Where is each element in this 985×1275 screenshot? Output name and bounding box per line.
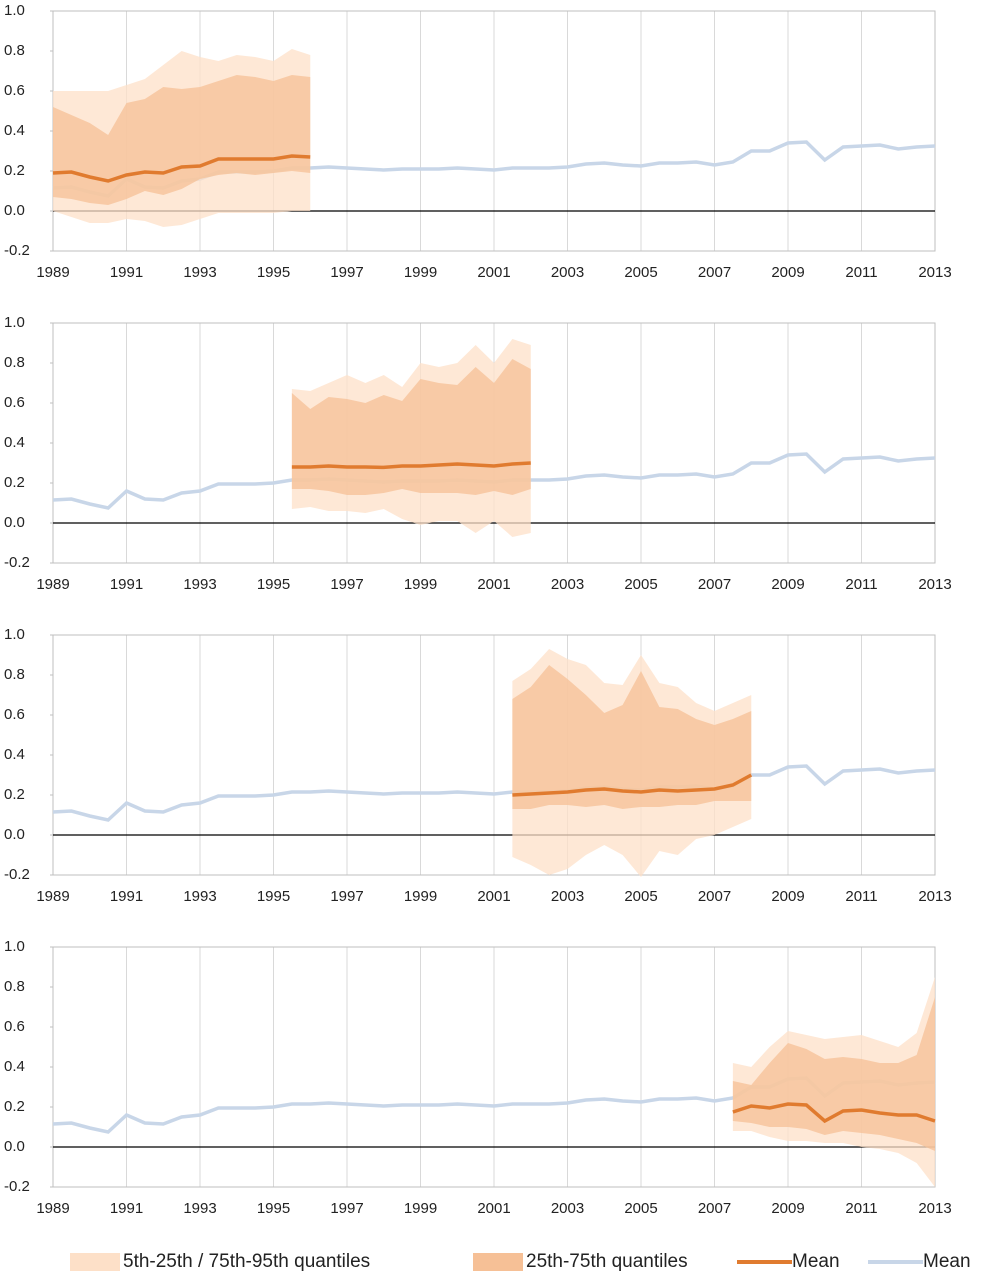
x-tick-label: 1999	[404, 264, 437, 281]
cohort-mean-line	[52, 154, 311, 183]
y-tick-label: -0.2	[4, 242, 30, 259]
cohort-mean-line	[732, 1102, 936, 1124]
x-tick-label: 1997	[330, 576, 363, 593]
y-tick-label: 0.8	[4, 354, 25, 371]
y-tick-label: -0.2	[4, 1178, 30, 1195]
x-tick-label: 2003	[551, 888, 584, 905]
x-tick-label: 2009	[771, 576, 804, 593]
x-tick-label: 1997	[330, 888, 363, 905]
x-tick-label: 2003	[551, 264, 584, 281]
x-tick-label: 1991	[110, 576, 143, 593]
x-tick-label: 2009	[771, 888, 804, 905]
legend-label: Mean	[923, 1251, 971, 1272]
y-tick-label: 0.4	[4, 434, 25, 451]
x-tick-label: 2007	[698, 1200, 731, 1217]
y-tick-label: 0.2	[4, 1098, 25, 1115]
panel: 1989 1991 1993 1995 1997 1999 2001 2003 2005 2007…	[4, 2, 952, 281]
legend-swatch	[473, 1253, 523, 1271]
y-tick-label: -0.2	[4, 554, 30, 571]
y-tick-label: 1.0	[4, 626, 25, 643]
x-tick-label: 1989	[36, 576, 69, 593]
y-tick-label: 1.0	[4, 2, 25, 19]
x-tick-label: 1989	[36, 264, 69, 281]
x-tick-label: 2003	[551, 1200, 584, 1217]
x-tick-label: 1995	[257, 264, 290, 281]
y-tick-label: 0.0	[4, 1138, 25, 1155]
x-tick-label: 1999	[404, 576, 437, 593]
x-tick-label: 2001	[477, 576, 510, 593]
y-tick-label: 0.2	[4, 162, 25, 179]
cohort-mean-line	[291, 461, 531, 470]
x-tick-label: 2009	[771, 264, 804, 281]
y-tick-label: 0.0	[4, 202, 25, 219]
cohort-mean-line	[512, 773, 753, 797]
x-tick-label: 2009	[771, 1200, 804, 1217]
y-tick-label: 0.6	[4, 706, 25, 723]
y-tick-label: 0.4	[4, 746, 25, 763]
x-tick-label: 2007	[698, 576, 731, 593]
x-tick-label: 1993	[183, 576, 216, 593]
x-tick-label: 1991	[110, 264, 143, 281]
x-tick-label: 2013	[918, 1200, 951, 1217]
y-tick-label: 0.2	[4, 786, 25, 803]
x-tick-label: 2013	[918, 264, 951, 281]
x-tick-label: 2005	[624, 264, 657, 281]
x-tick-label: 2005	[624, 888, 657, 905]
y-tick-label: 0.4	[4, 1058, 25, 1075]
x-tick-label: 2005	[624, 576, 657, 593]
x-tick-label: 2011	[845, 576, 877, 593]
y-tick-label: 0.8	[4, 42, 25, 59]
x-tick-label: 1991	[110, 1200, 143, 1217]
x-tick-label: 2001	[477, 888, 510, 905]
y-tick-label: 0.4	[4, 122, 25, 139]
x-tick-label: 1991	[110, 888, 143, 905]
x-tick-label: 1999	[404, 888, 437, 905]
inner-quantile-band	[53, 75, 311, 205]
x-tick-label: 1997	[330, 264, 363, 281]
y-tick-label: 0.0	[4, 514, 25, 531]
y-tick-label: 0.6	[4, 1018, 25, 1035]
y-tick-label: 0.2	[4, 474, 25, 491]
legend-label: 25th-75th quantiles	[526, 1251, 688, 1272]
x-tick-label: 1995	[257, 576, 290, 593]
x-tick-label: 2003	[551, 576, 584, 593]
y-tick-label: 1.0	[4, 938, 25, 955]
x-tick-label: 1997	[330, 1200, 363, 1217]
x-tick-label: 2005	[624, 1200, 657, 1217]
x-tick-label: 2013	[918, 576, 951, 593]
panel: 1989 1991 1993 1995 1997 1999 2001 2003 2005 2007…	[4, 314, 952, 593]
y-tick-label: -0.2	[4, 866, 30, 883]
y-tick-label: 0.6	[4, 394, 25, 411]
y-tick-label: 0.0	[4, 826, 25, 843]
x-tick-label: 1993	[183, 264, 216, 281]
x-tick-label: 1995	[257, 1200, 290, 1217]
x-tick-label: 1989	[36, 888, 69, 905]
inner-quantile-band	[291, 359, 531, 495]
x-tick-label: 1993	[183, 888, 216, 905]
x-tick-label: 1993	[183, 1200, 216, 1217]
y-tick-label: 1.0	[4, 314, 25, 331]
y-tick-label: 0.6	[4, 82, 25, 99]
x-tick-label: 2011	[845, 264, 877, 281]
x-tick-label: 1989	[36, 1200, 69, 1217]
inner-quantile-band	[512, 665, 752, 809]
x-tick-label: 1995	[257, 888, 290, 905]
panel: 1989 1991 1993 1995 1997 1999 2001 2003 2005 2007…	[4, 938, 952, 1217]
x-tick-label: 2001	[477, 1200, 510, 1217]
legend-label: 5th-25th / 75th-95th quantiles	[123, 1251, 370, 1272]
x-tick-label: 2011	[845, 1200, 877, 1217]
overall-mean-line	[52, 764, 936, 822]
x-tick-label: 1999	[404, 1200, 437, 1217]
x-tick-label: 2011	[845, 888, 877, 905]
x-tick-label: 2013	[918, 888, 951, 905]
panel: 1989 1991 1993 1995 1997 1999 2001 2003 2005 2007…	[4, 626, 952, 905]
x-tick-label: 2007	[698, 264, 731, 281]
y-tick-label: 0.8	[4, 978, 25, 995]
legend-swatch	[70, 1253, 120, 1271]
y-tick-label: 0.8	[4, 666, 25, 683]
legend-label: Mean	[792, 1251, 840, 1272]
x-tick-label: 2007	[698, 888, 731, 905]
x-tick-label: 2001	[477, 264, 510, 281]
